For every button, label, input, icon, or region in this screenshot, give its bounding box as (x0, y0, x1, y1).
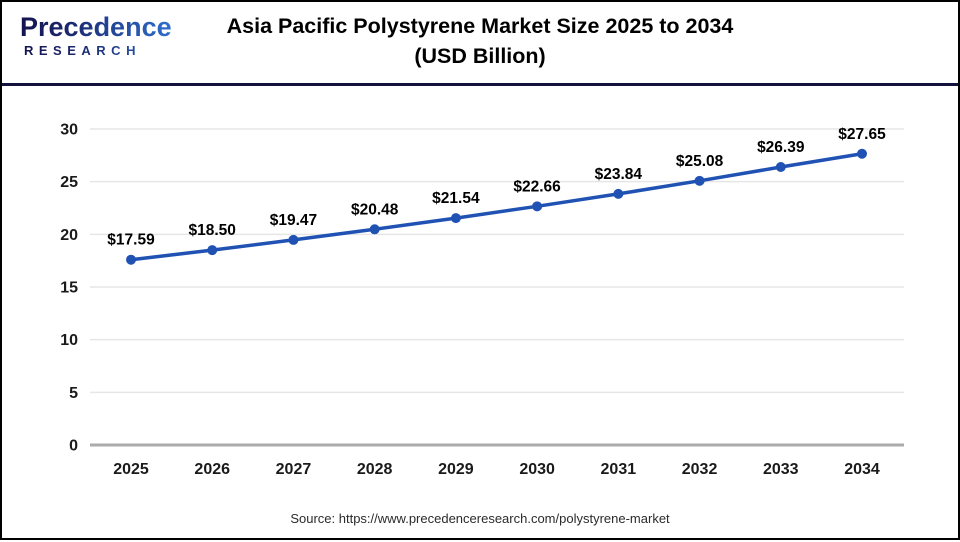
data-point (532, 201, 543, 212)
data-point (613, 188, 624, 199)
x-tick-label: 2034 (844, 461, 880, 478)
source-text: Source: https://www.precedenceresearch.c… (290, 511, 670, 526)
data-label: $21.54 (432, 190, 480, 207)
y-tick-label: 15 (60, 280, 78, 297)
data-point (450, 213, 461, 224)
x-tick-label: 2026 (194, 461, 230, 478)
series-line (129, 152, 864, 262)
data-label: $27.65 (838, 126, 886, 143)
y-tick-label: 5 (69, 385, 78, 402)
x-tick-label: 2030 (519, 461, 555, 478)
chart-title-block: Asia Pacific Polystyrene Market Size 202… (2, 11, 958, 71)
x-tick-label: 2031 (601, 461, 637, 478)
logo: Precedence RESEARCH (20, 12, 190, 58)
chart-subtitle: (USD Billion) (414, 44, 546, 68)
x-tick-label: 2028 (357, 461, 393, 478)
data-label: $25.08 (676, 153, 724, 170)
data-point (369, 224, 380, 235)
data-point (857, 148, 867, 159)
data-label: $19.47 (270, 212, 317, 229)
logo-wordmark: Precedence (20, 12, 172, 42)
data-label: $17.59 (107, 232, 155, 249)
x-tick-label: 2027 (276, 461, 312, 478)
x-tick-label: 2032 (682, 461, 718, 478)
data-point (207, 245, 218, 256)
y-tick-label: 10 (60, 332, 78, 349)
data-point (126, 254, 136, 265)
header: Precedence RESEARCH Asia Pacific Polysty… (2, 2, 958, 86)
y-tick-label: 25 (60, 174, 78, 191)
data-label: $18.50 (189, 222, 236, 239)
x-tick-label: 2033 (763, 461, 799, 478)
x-tick-label: 2029 (438, 461, 474, 478)
x-tick-label: 2025 (113, 461, 149, 478)
y-tick-label: 0 (69, 438, 78, 455)
data-label: $23.84 (595, 166, 643, 183)
data-point (775, 162, 786, 173)
data-point (288, 234, 299, 245)
y-tick-label: 20 (60, 227, 78, 244)
data-label: $20.48 (351, 201, 399, 218)
logo-subtitle: RESEARCH (24, 44, 190, 57)
data-point (694, 175, 705, 186)
data-label: $22.66 (513, 178, 561, 195)
data-label: $26.39 (757, 139, 805, 156)
y-tick-label: 30 (60, 122, 78, 139)
chart-title: Asia Pacific Polystyrene Market Size 202… (226, 14, 734, 38)
